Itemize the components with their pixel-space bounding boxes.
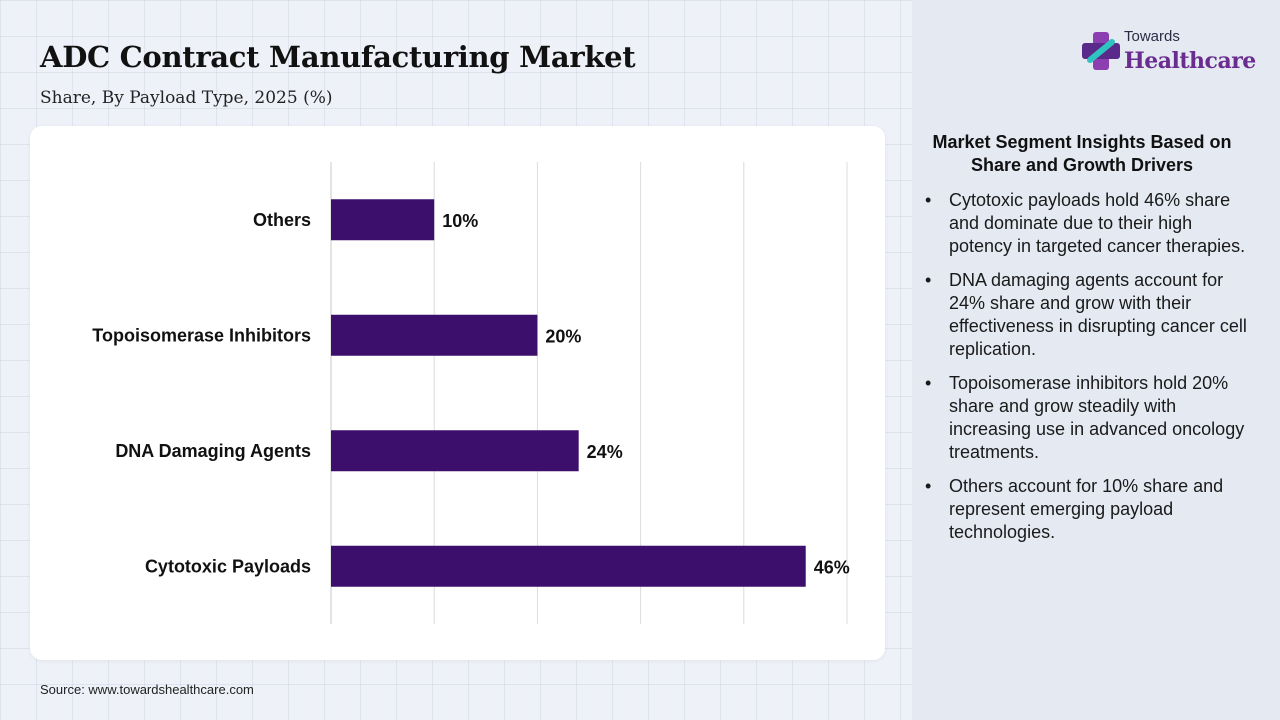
category-label: Topoisomerase Inhibitors: [92, 325, 311, 345]
chart-card: Others 10% Topoisomerase Inhibitors 20% DNA …: [30, 126, 885, 660]
bar: [331, 430, 579, 472]
chart-area: ADC Contract Manufacturing Market Share,…: [30, 40, 885, 697]
page-title: ADC Contract Manufacturing Market: [40, 40, 636, 74]
insights-panel: [912, 0, 1280, 720]
insight-text: Cytotoxic payloads hold 46% share and do…: [949, 190, 1246, 256]
bar-chart: Others 10% Topoisomerase Inhibitors 20% DNA …: [92, 162, 850, 624]
insight-item: • Topoisomerase inhibitors hold 20% share…: [922, 372, 1252, 464]
bullet-icon: •: [925, 190, 932, 210]
data-label: 20%: [545, 326, 581, 346]
category-label: DNA Damaging Agents: [115, 441, 311, 461]
brand-logo: Towards Healthcare: [1080, 28, 1260, 78]
data-label: 10%: [442, 211, 478, 231]
bar: [331, 199, 435, 241]
insight-text: Others account for 10% share and represe…: [949, 476, 1224, 542]
insights-title: Market Segment Insights Based on Share a…: [932, 132, 1232, 175]
category-label: Others: [253, 210, 311, 230]
bar: [331, 314, 538, 356]
bar: [331, 545, 806, 587]
data-label: 24%: [587, 442, 623, 462]
page-subtitle: Share, By Payload Type, 2025 (%): [40, 88, 333, 108]
bullet-icon: •: [925, 476, 932, 496]
bullet-icon: •: [925, 270, 932, 290]
insight-item: • Cytotoxic payloads hold 46% share and d…: [922, 189, 1252, 258]
insight-text: DNA damaging agents account for 24% shar…: [949, 270, 1247, 359]
source-note: Source: www.towardshealthcare.com: [40, 682, 254, 697]
logo-text-top: Towards: [1124, 28, 1180, 45]
data-label: 46%: [814, 557, 850, 577]
plus-cross-logo-icon: [1082, 32, 1120, 70]
logo-text-bottom: Healthcare: [1124, 48, 1256, 74]
insight-text: Topoisomerase inhibitors hold 20% share …: [949, 373, 1245, 462]
bullet-icon: •: [925, 373, 932, 393]
insights-list: • Cytotoxic payloads hold 46% share and d…: [922, 189, 1252, 555]
insight-item: • DNA damaging agents account for 24% sha…: [922, 269, 1252, 361]
insight-item: • Others account for 10% share and repres…: [922, 475, 1252, 544]
category-label: Cytotoxic Payloads: [145, 556, 311, 576]
